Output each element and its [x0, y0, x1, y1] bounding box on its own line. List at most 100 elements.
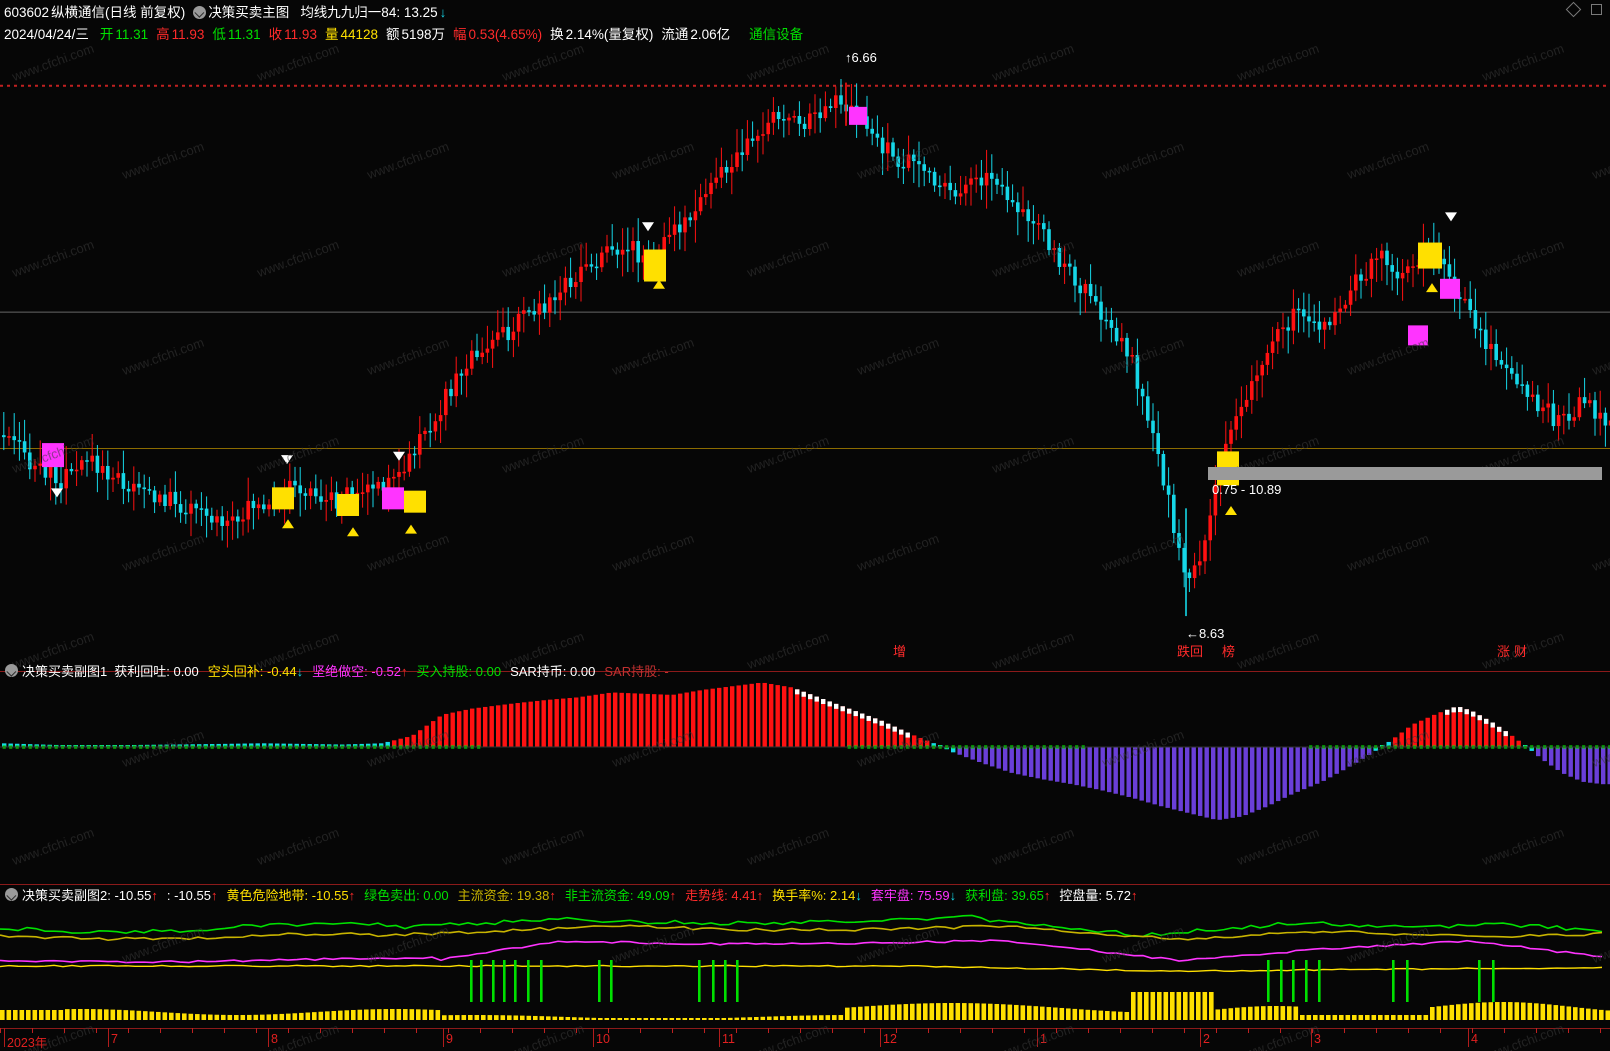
sub2-volume-bar [1469, 1003, 1474, 1020]
sub2-field-value: 39.65 [1011, 888, 1044, 903]
candle-body [1499, 360, 1504, 365]
dotted-guide-dot [1260, 84, 1263, 87]
sub1-bar [1425, 717, 1430, 747]
candle-body [823, 106, 828, 119]
chart-title[interactable]: 决策买卖主图 [208, 4, 290, 20]
buy-arrow-icon [653, 279, 665, 289]
sub1-bar [964, 747, 969, 758]
sub2-volume-bar [409, 1009, 415, 1020]
sub1-bar [600, 693, 605, 747]
dotted-guide-dot [1414, 84, 1417, 87]
sub1-bar [1159, 747, 1164, 807]
candle-body [1582, 397, 1587, 404]
candle-body [59, 483, 63, 489]
sub2-volume-bar [1456, 1004, 1461, 1020]
sub1-bar [879, 720, 884, 747]
sub2-field-label: 主流资金: [457, 888, 517, 903]
sub1-bar [444, 713, 449, 747]
dotted-guide-dot [217, 84, 220, 87]
candle-body [1229, 429, 1233, 444]
candle-body [1208, 515, 1212, 541]
sub2-volume-bar [591, 1017, 597, 1020]
dotted-guide-dot [280, 84, 283, 87]
dotted-guide-dot [847, 84, 850, 87]
chevron-down-icon-sub1[interactable] [5, 664, 18, 677]
dotted-guide-dot [700, 84, 703, 87]
sub1-bar [619, 692, 624, 747]
sub2-volume-bar [643, 1018, 649, 1020]
sub1-bar [1276, 747, 1281, 802]
sub1-bar [1471, 711, 1476, 747]
sub-chart-2-pane[interactable]: 决策买卖副图2 : -10.55↑: -10.55↑ 黄色危险地带: -10.55… [0, 858, 1610, 1025]
sub2-volume-bar [1085, 1009, 1091, 1020]
quote-field-1: 高 11.93 [156, 27, 206, 42]
axis-major-tick [719, 1028, 720, 1047]
sub1-field-1: 空头回补: -0.44↓ [208, 664, 303, 679]
sub1-bar [873, 718, 878, 747]
candle-body [152, 490, 157, 503]
sub1-bar [229, 743, 234, 747]
sub2-volume-bar [286, 1013, 291, 1020]
candle-body [116, 473, 120, 478]
sub2-volume-bar [754, 1016, 759, 1020]
diamond-icon[interactable] [1565, 1, 1582, 18]
sub2-field-arrow-icon: ↑ [756, 888, 764, 903]
sub1-bar-cap [795, 689, 800, 695]
sub2-volume-bar [487, 1015, 493, 1020]
sector-label[interactable]: 通信设备 [749, 26, 804, 42]
sub2-volume-bar [936, 1003, 941, 1020]
sub2-volume-bar [1443, 1005, 1448, 1020]
candle-body [319, 496, 323, 502]
dotted-guide-dot [644, 84, 647, 87]
dotted-guide-dot [287, 84, 290, 87]
sub2-volume-bar [890, 1004, 896, 1020]
dotted-guide-dot [1372, 84, 1375, 87]
sub2-field-value: 2.14 [830, 888, 856, 903]
sub1-bar [1601, 747, 1606, 785]
candle-body [1291, 308, 1296, 331]
sub2-volume-bar [370, 1009, 376, 1020]
sub2-volume-bar [838, 1015, 844, 1020]
sub-chart-1-pane[interactable]: 决策买卖副图1 获利回吐: 0.00 空头回补: -0.44↓ 坚绝做空: -0.5… [0, 653, 1610, 858]
candle-body [594, 266, 599, 269]
sub2-signal-stick [480, 960, 483, 1002]
buy-arrow-icon [405, 524, 417, 534]
axis-major-tick [108, 1028, 109, 1047]
candle-body [901, 166, 906, 169]
sub2-volume-bar [494, 1015, 499, 1020]
sub1-bar [1302, 747, 1307, 790]
dotted-guide-dot [1519, 84, 1522, 87]
dotted-guide-dot [574, 84, 577, 87]
sub2-volume-bar [110, 1009, 116, 1020]
candle-body [620, 249, 625, 255]
stock-code: 603602 [4, 4, 50, 20]
axis-label-0: 2023年 [7, 1036, 48, 1050]
sub1-bar [1185, 747, 1190, 813]
axis-tick [160, 1028, 161, 1033]
sub2-volume-bar [84, 1009, 90, 1020]
sub1-bar [925, 740, 930, 747]
candle-body [1478, 328, 1483, 331]
candle-body [891, 142, 895, 157]
axis-tick [768, 1028, 769, 1033]
main-chart-pane[interactable]: 0.75 - 10.89 ↑6.66 ←8.63 增 跌回 榜 涨 财 [0, 48, 1610, 660]
candle-body [813, 112, 817, 114]
sub2-volume-bar [1371, 1015, 1377, 1020]
chevron-down-icon-sub2[interactable] [5, 888, 18, 901]
sub2-volume-bar [546, 1016, 551, 1020]
candle-body [828, 106, 833, 108]
candle-body [423, 430, 427, 435]
candle-body [194, 503, 198, 509]
candle-body [1203, 540, 1207, 562]
dotted-guide-dot [973, 84, 976, 87]
quote-field-value: 11.31 [227, 26, 261, 42]
square-icon[interactable] [1591, 4, 1602, 15]
quote-field-value: 11.31 [115, 26, 149, 42]
chevron-down-icon[interactable] [193, 5, 207, 19]
sub2-signal-stick [1305, 960, 1308, 1002]
candle-body [496, 332, 500, 340]
sub1-bar [1269, 747, 1274, 805]
sub2-volume-bar [981, 1003, 987, 1020]
candle-body [927, 170, 932, 173]
dotted-guide-dot [896, 84, 899, 87]
